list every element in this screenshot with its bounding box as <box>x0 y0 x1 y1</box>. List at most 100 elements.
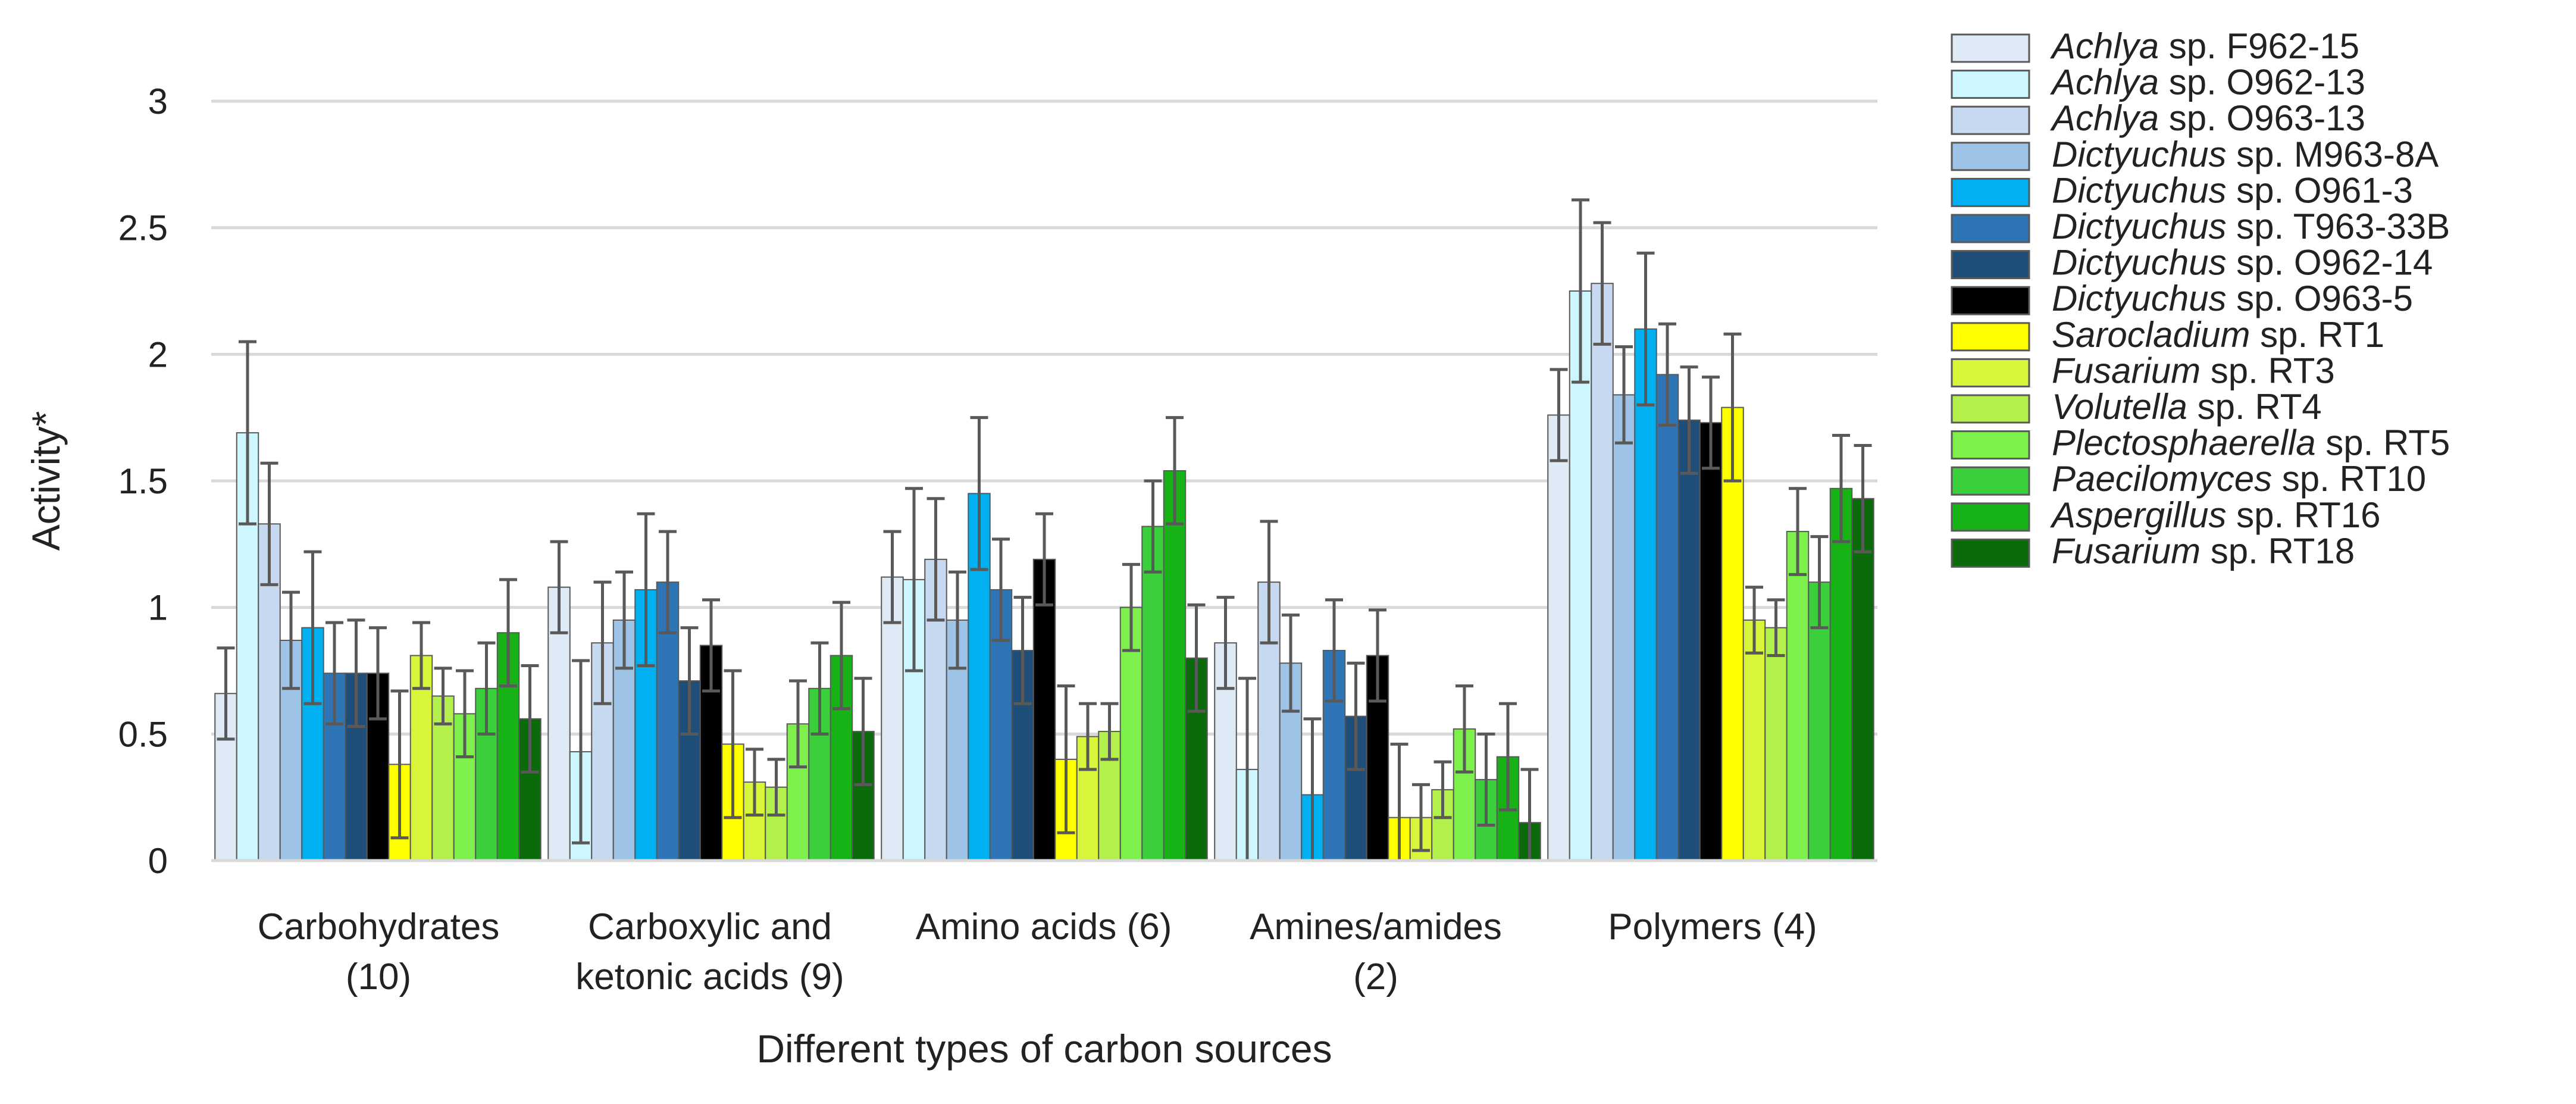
error-bar <box>550 540 568 634</box>
bar <box>1547 414 1570 861</box>
legend-swatch <box>1951 358 2030 387</box>
error-bar <box>1789 487 1807 576</box>
y-tick-label: 0 <box>148 841 168 881</box>
legend-strain: sp. O963-5 <box>2226 279 2413 318</box>
bar <box>1163 470 1187 861</box>
error-bar <box>832 601 850 711</box>
legend-item: Fusarium sp. RT3 <box>1951 351 2335 390</box>
error-bar <box>521 664 539 774</box>
error-bar <box>949 570 966 670</box>
error-bar <box>854 677 872 786</box>
error-bar <box>1122 562 1140 652</box>
legend-swatch <box>1951 502 2030 532</box>
error-bar <box>724 669 742 820</box>
legend-genus: Fusarium <box>2052 531 2201 571</box>
error-bar <box>1100 702 1119 761</box>
legend-genus: Paecilomyces <box>2052 459 2272 499</box>
legend-label: Aspergillus sp. RT16 <box>2050 495 2380 535</box>
error-bar <box>1832 433 1850 543</box>
error-bar <box>434 667 452 725</box>
error-bar <box>1550 368 1568 462</box>
error-bar <box>1658 322 1676 427</box>
legend-label: Dictyuchus sp. O962-14 <box>2052 243 2433 283</box>
legend-swatch <box>1951 70 2030 99</box>
legend-item: Dictyuchus sp. O963-5 <box>1951 279 2413 318</box>
x-category-label: Polymers (4) <box>1608 906 1817 947</box>
bar <box>1742 619 1766 862</box>
legend-label: Achlya sp. O962-13 <box>2050 62 2365 102</box>
error-bar <box>1166 416 1184 526</box>
error-bar <box>1013 596 1032 705</box>
x-category-label: Amines/amides <box>1250 906 1502 947</box>
legend-item: Plectosphaerella sp. RT5 <box>1951 423 2450 463</box>
bar <box>1569 290 1592 861</box>
legend-label: Dictyuchus sp. M963-8A <box>2052 135 2439 174</box>
legend-label: Achlya sp. F962-15 <box>2050 26 2359 66</box>
legend-item: Dictyuchus sp. M963-8A <box>1951 135 2439 174</box>
bar <box>1786 531 1810 861</box>
legend-strain: sp. O961-3 <box>2226 170 2413 210</box>
bar <box>881 576 904 861</box>
error-bar <box>1593 221 1611 346</box>
error-bar <box>1810 535 1829 630</box>
error-bar <box>1499 702 1517 812</box>
x-category-label: Amino acids (6) <box>916 906 1172 947</box>
bar <box>1141 526 1165 861</box>
legend-genus: Volutella <box>2052 387 2187 427</box>
x-category-label: ketonic acids (9) <box>575 956 844 997</box>
legend-label: Dictyuchus sp. T963-33B <box>2052 207 2450 246</box>
legend-swatch <box>1951 466 2030 496</box>
legend-genus: Achlya <box>2050 62 2159 102</box>
error-bar <box>1187 603 1206 713</box>
error-bar <box>1723 332 1742 483</box>
legend-swatch <box>1951 538 2030 568</box>
legend-swatch <box>1951 33 2030 63</box>
bar <box>1764 627 1788 862</box>
y-tick-label: 2 <box>148 334 168 374</box>
error-bar <box>1035 512 1053 606</box>
error-bars <box>217 198 1872 862</box>
y-tick-label: 0.5 <box>118 714 168 754</box>
legend-swatch <box>1951 322 2030 352</box>
legend-strain: sp. O962-13 <box>2159 62 2365 102</box>
legend-genus: Achlya <box>2050 98 2159 138</box>
bar <box>1032 558 1056 861</box>
x-category-label: (10) <box>346 956 411 997</box>
y-tick-label: 3 <box>148 82 168 121</box>
legend-swatch <box>1951 286 2030 315</box>
legend-genus: Achlya <box>2050 26 2159 66</box>
error-bar <box>325 621 343 725</box>
error-bar <box>789 679 807 769</box>
legend-genus: Aspergillus <box>2050 495 2226 535</box>
bar <box>1699 422 1723 861</box>
legend-item: Dictyuchus sp. O962-14 <box>1951 243 2433 283</box>
x-axis-title: Different types of carbon sources <box>756 1027 1332 1071</box>
legend-strain: sp. RT3 <box>2201 351 2335 390</box>
x-category-label: (2) <box>1353 956 1398 997</box>
legend-strain: sp. M963-8A <box>2226 135 2439 174</box>
error-bar <box>883 530 902 624</box>
legend-swatch <box>1951 430 2030 460</box>
legend-strain: sp. O962-14 <box>2226 243 2433 283</box>
legend-item: Volutella sp. RT4 <box>1951 387 2322 427</box>
error-bar <box>1767 598 1785 657</box>
legend-label: Volutella sp. RT4 <box>2052 387 2322 427</box>
error-bar <box>615 570 633 670</box>
legend-label: Dictyuchus sp. O963-5 <box>2052 279 2413 318</box>
error-bar <box>303 550 322 705</box>
x-category-label: Carbohydrates <box>258 906 500 947</box>
error-bar <box>1369 608 1386 703</box>
error-bar <box>702 598 720 693</box>
legend-strain: sp. RT1 <box>2251 315 2385 355</box>
bar <box>1677 419 1701 861</box>
error-bar <box>1282 613 1300 713</box>
legend-label: Dictyuchus sp. O961-3 <box>2052 170 2413 210</box>
error-bar <box>456 669 474 759</box>
bar <box>1634 328 1657 861</box>
legend-label: Fusarium sp. RT18 <box>2052 531 2355 571</box>
legend-strain: sp. RT10 <box>2272 459 2426 499</box>
error-bar <box>1412 783 1430 852</box>
error-bar <box>572 659 590 845</box>
legend-item: Sarocladium sp. RT1 <box>1951 315 2385 355</box>
